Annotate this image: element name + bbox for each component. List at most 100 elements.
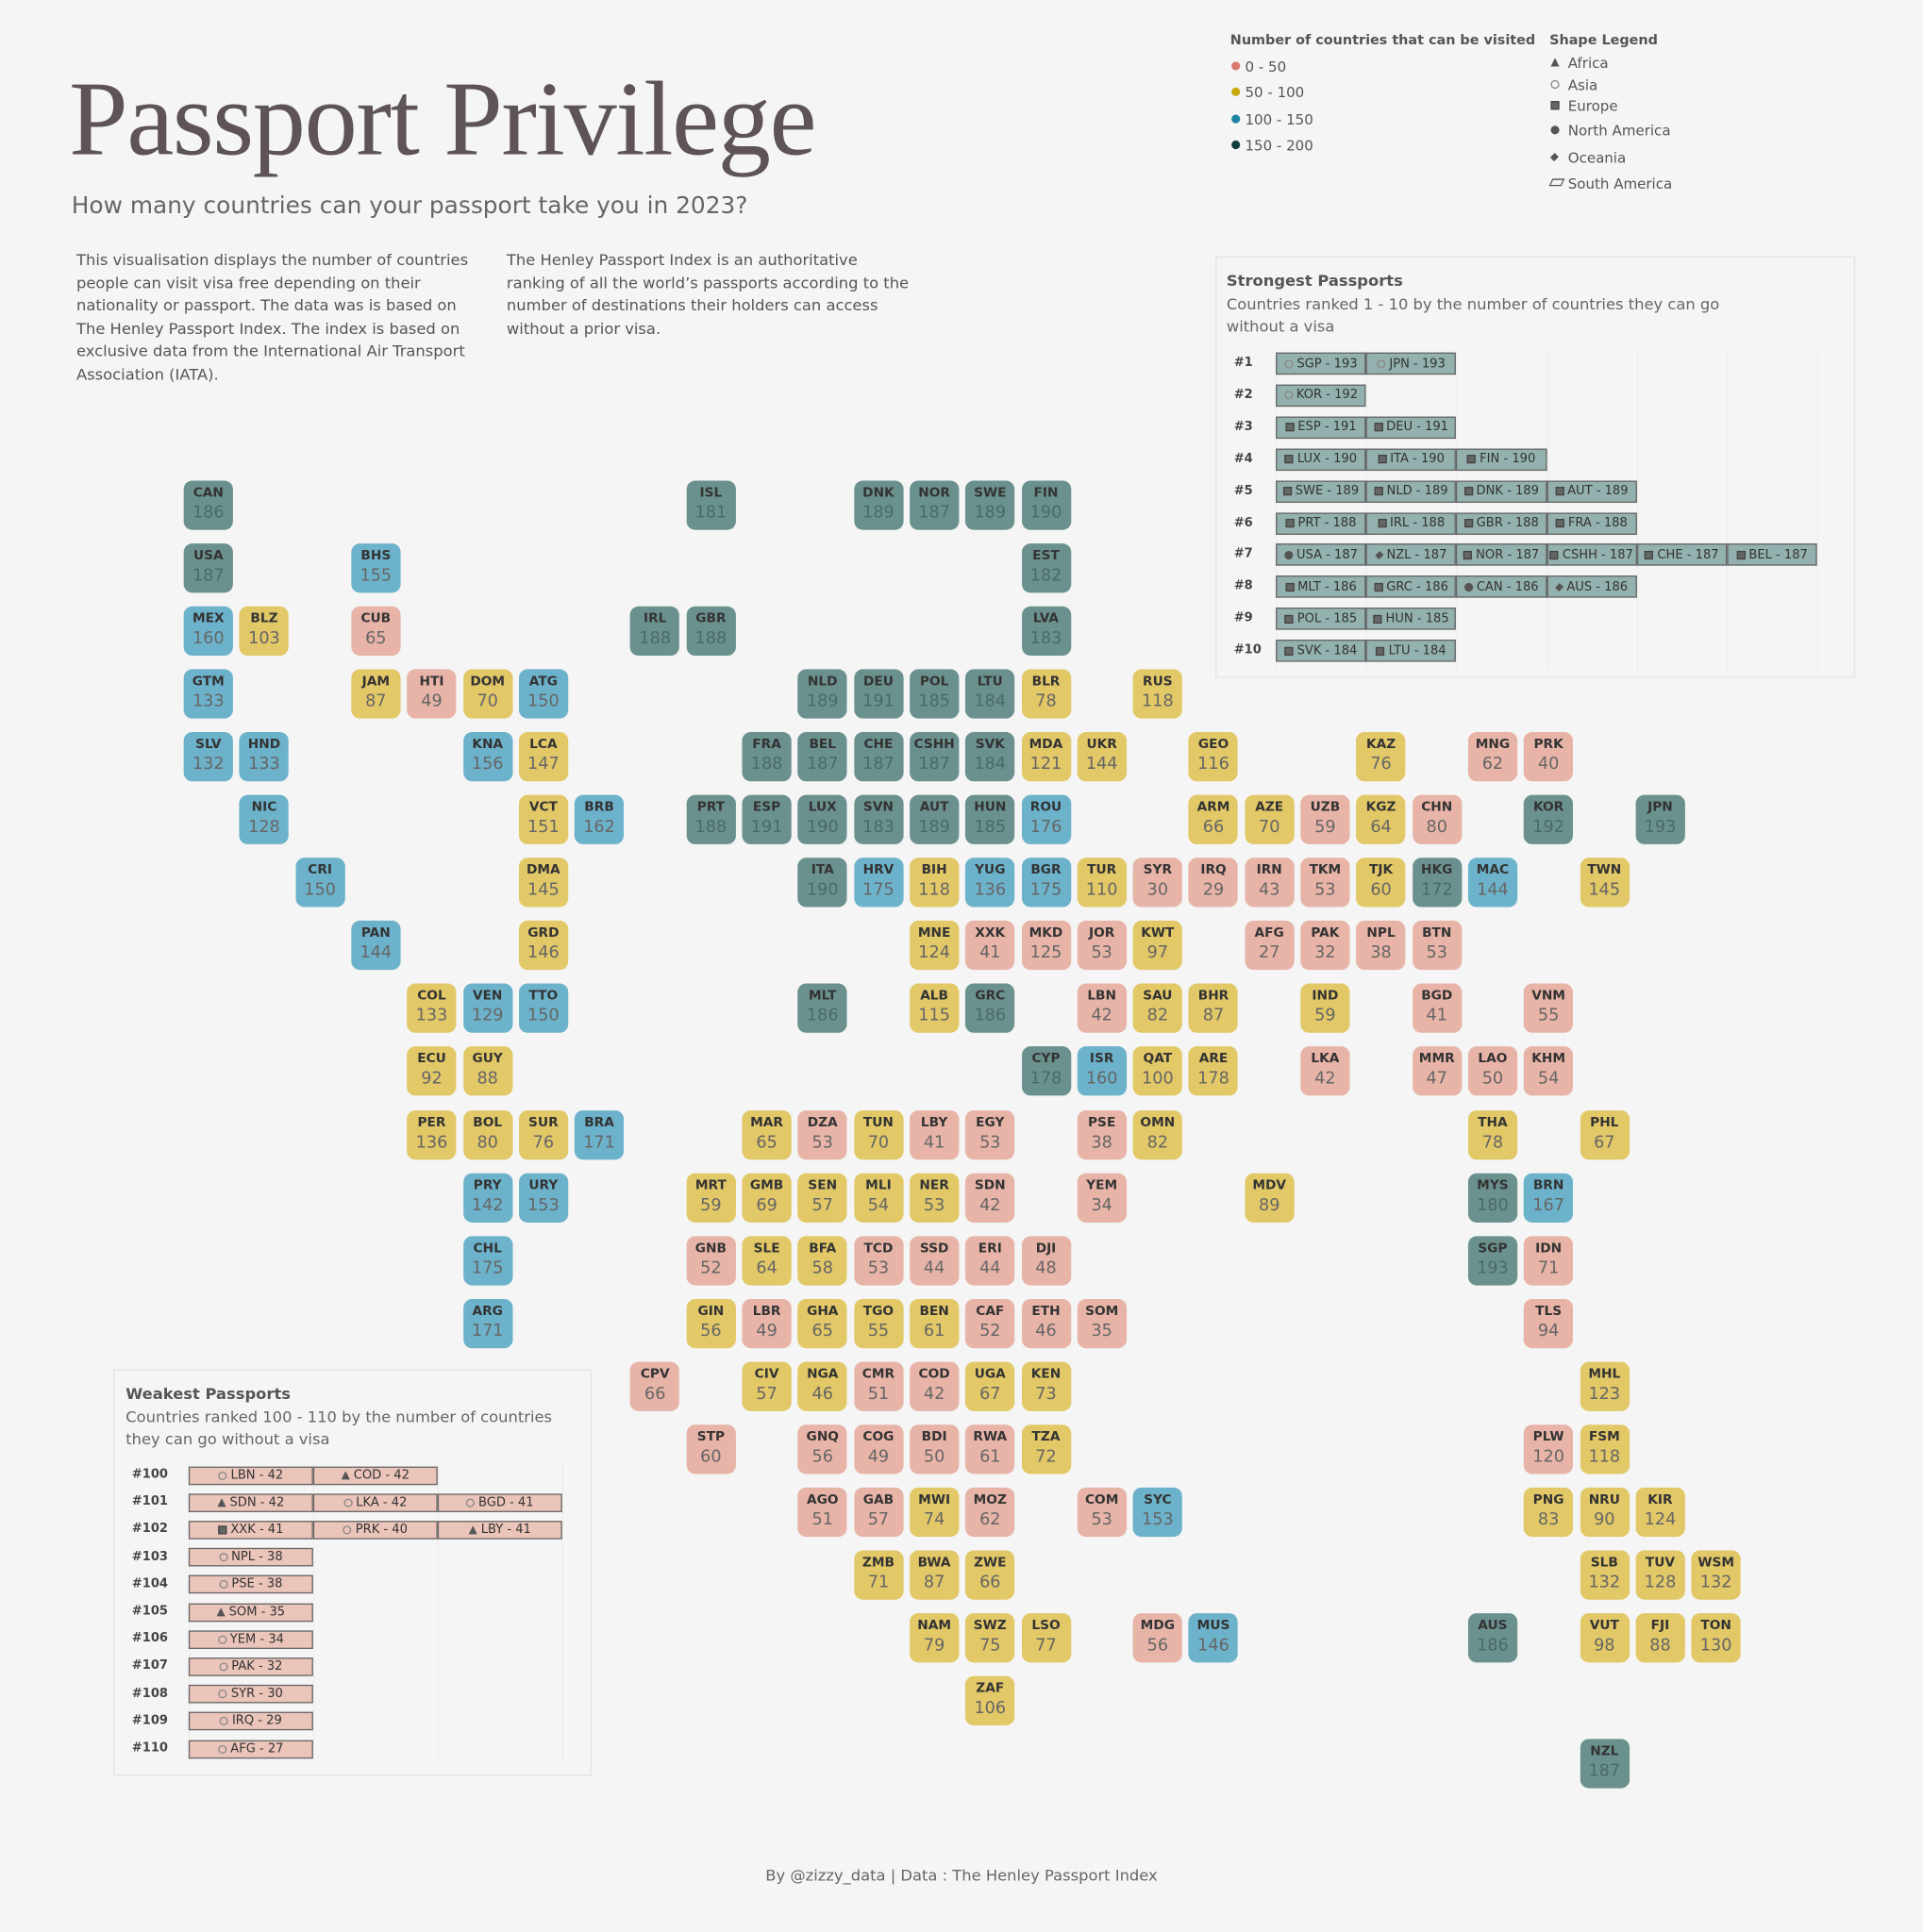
country-tile: ZAF 106 [965,1675,1015,1725]
country-value: 34 [1091,1194,1112,1215]
country-code: MHL [1588,1366,1621,1382]
continent-shape [219,1553,228,1562]
passport-label: SWE - 189 [1295,484,1360,498]
country-value: 129 [471,1006,504,1026]
country-tile: MMR 47 [1412,1046,1462,1096]
country-tile: GRC 186 [965,984,1015,1034]
country-code: COD [918,1366,950,1382]
country-tile: ITA 190 [797,858,847,908]
country-code: MRT [694,1177,727,1193]
passport-label: PRK - 40 [355,1523,408,1537]
passport-segment: KOR - 192 [1276,384,1366,407]
country-code: HND [247,737,281,753]
country-code: GIN [697,1303,725,1319]
country-code: DJI [1035,1241,1057,1256]
country-tile: GTM 133 [183,669,233,719]
country-tile: SUR 76 [518,1109,568,1159]
country-value: 180 [1477,1194,1509,1215]
country-tile: KGZ 64 [1356,794,1406,845]
country-value: 184 [974,691,1007,711]
country-code: GNQ [806,1429,839,1444]
continent-shape [1374,582,1383,591]
passport-segment: CSHH - 187 [1547,543,1637,567]
country-value: 147 [527,754,560,774]
continent-shape [1549,550,1559,559]
country-tile: VEN 129 [462,984,512,1034]
continent-shape [1375,550,1384,559]
country-tile: TCD 53 [853,1235,904,1286]
country-value: 42 [1314,1069,1336,1090]
country-code: COG [862,1429,895,1444]
country-value: 51 [867,1383,890,1404]
passport-label: GBR - 188 [1476,516,1539,530]
legend-shape [1548,178,1565,187]
country-code: IRQ [1200,862,1227,878]
country-code: LVA [1032,611,1060,626]
country-tile: COL 133 [407,984,457,1034]
country-value: 136 [415,1131,448,1152]
country-value: 40 [1537,754,1560,774]
country-tile: CHE 187 [853,732,904,782]
country-value: 189 [862,503,895,523]
country-code: KNA [472,737,504,753]
passport-label: SYR - 30 [230,1687,283,1701]
passport-segment: JPN - 193 [1365,352,1457,375]
country-code: BEL [809,737,837,753]
country-value: 92 [421,1069,443,1090]
country-tile: MDV 89 [1245,1173,1295,1223]
continent-shape [1283,550,1294,559]
country-code: RUS [1143,674,1173,690]
passport-label: IRL - 188 [1389,516,1446,530]
country-value: 123 [1588,1383,1621,1404]
country-tile: BOL 80 [462,1109,512,1159]
continent-shape [1645,550,1654,559]
passport-label: NPL - 38 [231,1550,283,1564]
country-value: 27 [1258,942,1280,963]
country-value: 60 [700,1446,722,1467]
continent-shape [1284,455,1294,464]
country-tile: THA 78 [1467,1109,1518,1159]
country-code: FSM [1588,1429,1620,1444]
country-code: JAM [361,674,390,690]
country-tile: RWA 61 [965,1424,1015,1474]
continent-shape [217,1635,226,1644]
country-value: 190 [806,817,839,838]
country-value: 175 [862,880,895,901]
country-tile: MWI 74 [909,1487,960,1537]
country-tile: COD 42 [909,1361,960,1411]
country-code: LAO [1478,1051,1508,1067]
country-code: ISR [1089,1051,1114,1067]
country-code: VEN [472,989,503,1004]
country-value: 187 [918,754,950,774]
country-code: FRA [752,737,781,753]
country-value: 60 [1370,880,1392,901]
legend-label: 0 - 50 [1245,58,1287,75]
country-code: IND [1312,989,1339,1004]
country-value: 71 [1537,1257,1560,1278]
legend-swatch [1231,61,1241,71]
passport-label: LKA - 42 [356,1495,408,1509]
country-tile: AFG 27 [1245,921,1295,971]
country-code: GBR [695,611,727,626]
country-code: SDN [974,1177,1006,1193]
country-code: BGR [1030,862,1062,878]
continent-shape [1284,358,1294,368]
rank-label: #108 [131,1686,169,1701]
passport-label: CAN - 186 [1476,580,1539,594]
country-value: 191 [862,691,895,711]
continent-shape [468,1525,477,1535]
country-tile: YEM 34 [1077,1173,1127,1223]
continent-shape [1555,487,1564,496]
country-tile: KNA 156 [462,732,512,782]
country-value: 98 [1594,1635,1615,1656]
country-tile: MYS 180 [1467,1173,1518,1223]
passport-segment: DNK - 189 [1456,479,1547,503]
country-tile: MNE 124 [909,921,960,971]
country-tile: DJI 48 [1021,1235,1071,1286]
country-value: 78 [1035,691,1057,711]
country-code: OMN [1140,1114,1176,1130]
country-code: BEN [919,1303,949,1319]
country-tile: HUN 185 [965,794,1015,845]
rank-label: #5 [1233,483,1253,498]
country-tile: SLE 64 [742,1235,792,1286]
